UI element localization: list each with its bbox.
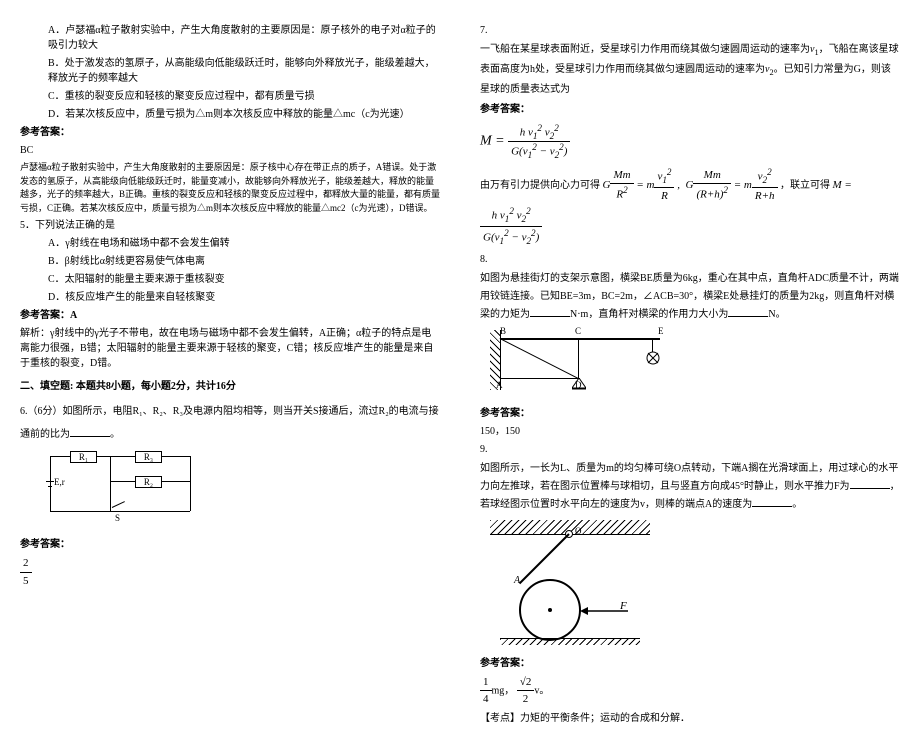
beam-diagram: B C E A D <box>490 330 690 400</box>
left-column: A．卢瑟福α粒子散射实验中，产生大角度散射的主要原因是：原子核外的电子对α粒子的… <box>20 20 440 729</box>
ball-circle <box>515 575 585 645</box>
circuit-diagram: R₁ R₃ R₂ E,r S <box>40 451 200 531</box>
support-icon <box>572 378 586 390</box>
resistor-r2: R₂ <box>135 476 162 488</box>
answer-6-fraction: 25 <box>20 555 32 589</box>
beam-label-e: E <box>658 326 664 336</box>
beam-label-b: B <box>500 326 506 336</box>
answer-7-formula: M = h v12 v22G(v12 − v22) <box>480 123 900 160</box>
right-column: 7. 一飞船在某星球表面附近，受星球引力作用而绕其做匀速圆周运动的速率为v1，飞… <box>480 20 900 729</box>
section-2-heading: 二、填空题: 本题共8小题，每小题2分，共计16分 <box>20 379 440 394</box>
q4-option-c: C．重核的裂变反应和轻核的聚变反应过程中，都有质量亏损 <box>20 89 440 104</box>
resistor-r3: R₃ <box>135 451 162 463</box>
q8-num: 8. <box>480 252 900 267</box>
q5-option-a: A．γ射线在电场和磁场中都不会发生偏转 <box>20 236 440 251</box>
lamp-icon <box>645 350 661 366</box>
q8-c: N。 <box>768 309 785 320</box>
q8-stem: 如图为悬挂街灯的支架示意图，横梁BE质量为6kg，重心在其中点，直角杆ADC质量… <box>480 270 900 324</box>
beam-label-c: C <box>575 326 581 336</box>
q5-option-b: B．β射线比α射线更容易使气体电离 <box>20 254 440 269</box>
ball-label-f: F <box>620 600 627 612</box>
q9-num: 9. <box>480 442 900 457</box>
q9-blank2 <box>752 496 792 507</box>
q5-option-c: C．太阳辐射的能量主要来源于重核裂变 <box>20 272 440 287</box>
source-label: E,r <box>54 477 65 487</box>
answer-9: 14mg， √22v。 <box>480 674 900 708</box>
q7-deriv-text: 由万有引力提供向心力可得 <box>480 180 600 191</box>
q6-text-a: 6.（6分）如图所示，电阻R₁、R₂、R₃及电源内阻均相等，则当开关S接通后，流… <box>20 406 439 417</box>
q5-stem: 5．下列说法正确的是 <box>20 218 440 233</box>
q6-blank <box>70 426 110 437</box>
answer-6: 25 <box>20 555 440 589</box>
ball-label-a: A <box>514 575 520 586</box>
q4-option-b: B．处于激发态的氢原子，从高能级向低能级跃迁时，能够向外释放光子，能级差越大，释… <box>20 56 440 86</box>
q7-a: 一飞船在某星球表面附近，受星球引力作用而绕其做匀速圆周运动的速率为 <box>480 44 810 55</box>
resistor-r1: R₁ <box>70 451 97 463</box>
answer-label-6: 参考答案： <box>20 537 440 552</box>
q6-stem: 6.（6分）如图所示，电阻R₁、R₂、R₃及电源内阻均相等，则当开关S接通后，流… <box>20 402 440 422</box>
answer-4: BC <box>20 143 440 158</box>
q7-derivation: 由万有引力提供向心力可得 GMmR2 = mv12R , GMm(R+h)2 =… <box>480 166 900 249</box>
answer-label-9: 参考答案： <box>480 656 900 671</box>
q7-deriv-text2: ，联立可得 <box>780 180 830 191</box>
q7-num: 7. <box>480 23 900 38</box>
q9-blank1 <box>850 478 890 489</box>
ball-label-o: O <box>575 526 582 536</box>
answer-8: 150，150 <box>480 424 900 439</box>
q4-option-a: A．卢瑟福α粒子散射实验中，产生大角度散射的主要原因是：原子核外的电子对α粒子的… <box>20 23 440 53</box>
explanation-5: 解析：γ射线中的γ光子不带电，故在电场与磁场中都不会发生偏转，A正确；α粒子的特… <box>20 326 440 371</box>
answer-label-8: 参考答案： <box>480 406 900 421</box>
q6-text-c: 。 <box>110 429 120 440</box>
answer-5: 参考答案：A <box>20 308 440 323</box>
q7-stem: 一飞船在某星球表面附近，受星球引力作用而绕其做匀速圆周运动的速率为v1，飞船在离… <box>480 41 900 99</box>
explanation-4: 卢瑟福α粒子散射实验中，产生大角度散射的主要原因是：原子核中心存在带正点的质子，… <box>20 161 440 215</box>
q9-stem: 如图所示，一长为L、质量为m的均匀棒可绕O点转动，下端A搁在光滑球面上，用过球心… <box>480 460 900 514</box>
ball-diagram: O A F <box>490 520 650 650</box>
q6-text-b: 通前的比为 <box>20 429 70 440</box>
answer-label-7: 参考答案： <box>480 102 900 117</box>
q9-c: 。 <box>792 499 802 510</box>
q9-a: 如图所示，一长为L、质量为m的均匀棒可绕O点转动，下端A搁在光滑球面上，用过球心… <box>480 463 898 492</box>
q4-option-d: D．若某次核反应中，质量亏损为△m则本次核反应中释放的能量△mc（c为光速） <box>20 107 440 122</box>
kaodian: 【考点】力矩的平衡条件；运动的合成和分解． <box>480 711 900 726</box>
q8-blank1 <box>530 306 570 317</box>
q8-blank2 <box>728 306 768 317</box>
switch-label: S <box>115 513 120 523</box>
answer-label-4: 参考答案： <box>20 125 440 140</box>
q8-b: N·m，直角杆对横梁的作用力大小为 <box>570 309 728 320</box>
q5-option-d: D．核反应堆产生的能量来自轻核聚变 <box>20 290 440 305</box>
beam-label-a: A <box>496 380 503 390</box>
q6-stem-b: 通前的比为 。 <box>20 425 440 445</box>
